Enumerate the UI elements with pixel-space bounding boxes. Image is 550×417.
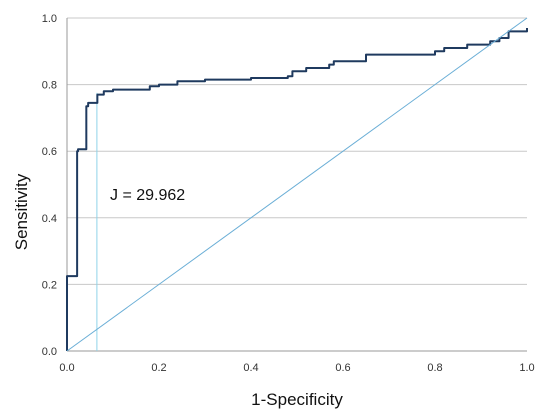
y-tick-label: 0.0 [42, 346, 57, 358]
reference-diagonal-line [66, 17, 528, 352]
tick-labels: 0.0 0.2 0.4 0.6 0.8 1.0 0.0 0.2 0.4 0.6 0.8 1.0 [42, 13, 535, 374]
x-tick-label: 1.0 [519, 362, 534, 374]
youden-index-label: J = 29.962 [110, 187, 185, 204]
y-axis-title: Sensitivity [12, 173, 31, 250]
x-tick-label: 0.6 [335, 362, 350, 374]
x-tick-label: 0.0 [59, 362, 74, 374]
x-tick-label: 0.2 [151, 362, 166, 374]
series-lines [66, 17, 528, 352]
roc-curve [66, 27, 528, 351]
x-axis-title: 1-Specificity [251, 390, 343, 409]
y-tick-label: 0.6 [42, 146, 57, 158]
x-tick-label: 0.8 [427, 362, 442, 374]
y-tick-label: 1.0 [42, 13, 57, 25]
x-tick-label: 0.4 [243, 362, 258, 374]
y-tick-label: 0.2 [42, 279, 57, 291]
y-tick-label: 0.4 [42, 213, 57, 225]
y-tick-label: 0.8 [42, 80, 57, 92]
